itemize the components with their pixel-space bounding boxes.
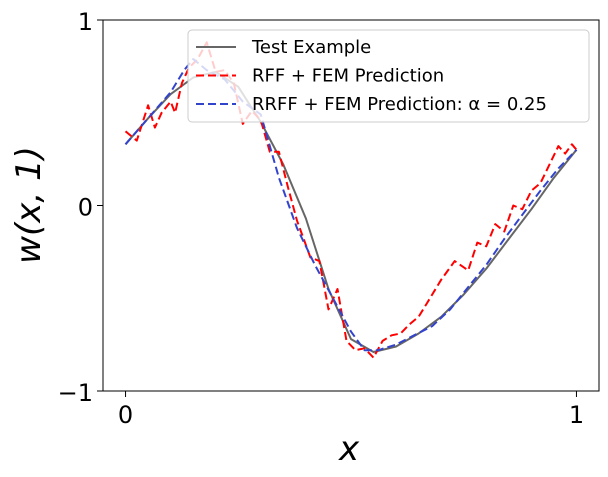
x-axis-label: x (338, 429, 360, 469)
legend: Test Example RFF + FEM Prediction RRFF + F… (187, 29, 590, 123)
legend-label: RFF + FEM Prediction (252, 66, 444, 87)
y-axis-label: w(x, 1) (9, 146, 49, 264)
y-tick-label: −1 (58, 379, 93, 407)
legend-items: Test Example RFF + FEM Prediction RRFF + F… (196, 37, 547, 115)
x-tick-label: 1 (569, 401, 584, 429)
x-tick-label: 0 (118, 401, 133, 429)
legend-label: Test Example (251, 37, 371, 58)
legend-box (187, 29, 590, 123)
y-tick-label: 1 (78, 8, 93, 36)
y-tick-label: 0 (78, 194, 93, 222)
tick-layer: 0 1 −1 0 1 (58, 8, 584, 429)
legend-label: RRFF + FEM Prediction: α = 0.25 (252, 94, 547, 115)
